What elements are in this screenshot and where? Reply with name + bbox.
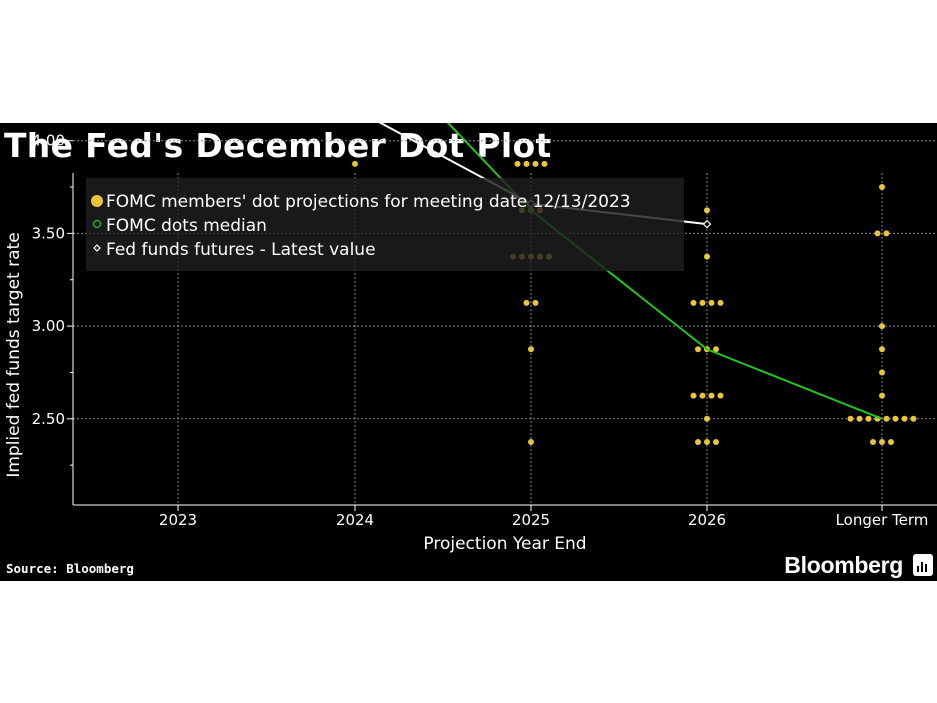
fomc-dot — [690, 299, 697, 306]
fomc-dot — [717, 392, 724, 399]
fomc-dot — [708, 392, 715, 399]
fomc-dot — [865, 415, 872, 422]
fomc-dot — [532, 299, 539, 306]
fomc-dot — [541, 160, 548, 167]
fomc-dot — [704, 253, 710, 260]
x-tick-label: 2023 — [159, 511, 197, 529]
fomc-dot — [879, 346, 885, 353]
fomc-dot — [879, 184, 885, 191]
y-tick-label: 3.00 — [32, 317, 65, 335]
fomc-dot — [713, 346, 719, 353]
fomc-dot — [870, 438, 876, 445]
legend-futures-marker — [93, 244, 101, 252]
fomc-dot — [879, 438, 885, 445]
fomc-dot — [704, 415, 710, 422]
fomc-dot — [888, 438, 894, 445]
fomc-dot — [879, 323, 885, 330]
futures-marker — [702, 219, 712, 229]
fomc-dot — [874, 230, 881, 237]
fomc-dot — [704, 438, 710, 445]
fomc-dot — [910, 415, 917, 422]
fomc-dot — [523, 160, 530, 167]
x-tick-label: 2026 — [688, 511, 726, 529]
fomc-dot — [695, 346, 701, 353]
fomc-dot — [713, 438, 719, 445]
fomc-dot — [883, 230, 890, 237]
fomc-dot — [695, 438, 701, 445]
fomc-dot — [532, 160, 539, 167]
fomc-dot — [514, 160, 521, 167]
chart-title: The Fed's December Dot Plot — [4, 126, 552, 165]
bloomberg-logo: Bloomberg — [784, 552, 903, 578]
fomc-dot — [528, 346, 534, 353]
fomc-dot — [528, 438, 534, 445]
legend-dot-marker — [91, 195, 103, 207]
dot-plot-chart: 2.503.003.504.004.505.005.50202320242025… — [4, 123, 937, 554]
x-tick-label: 2025 — [512, 511, 550, 529]
fomc-dot — [704, 207, 710, 214]
fomc-dot — [892, 415, 899, 422]
y-tick-label: 4.00 — [32, 132, 65, 150]
x-axis-label: Projection Year End — [423, 534, 586, 554]
bloomberg-chart-icon — [913, 554, 933, 576]
fomc-dot — [901, 415, 908, 422]
fomc-dot — [708, 299, 715, 306]
fomc-dot — [879, 392, 885, 399]
x-tick-label: Longer Term — [836, 511, 929, 529]
source-note: Source: Bloomberg — [6, 561, 134, 576]
chart-panel: The Fed's December Dot Plot 2.50 3.00 3.50… — [0, 123, 937, 581]
legend-box — [86, 178, 684, 271]
y-axis-label: Implied fed funds target rate — [4, 232, 24, 477]
fomc-dot — [856, 415, 863, 422]
y-tick-label: 3.50 — [32, 224, 65, 242]
fomc-dot — [717, 299, 724, 306]
fomc-dot — [699, 392, 706, 399]
fomc-dot — [352, 160, 358, 167]
y-tick-label: 2.50 — [32, 410, 65, 428]
fomc-dot — [690, 392, 697, 399]
legend-median-marker — [92, 219, 102, 229]
x-tick-label: 2024 — [336, 511, 374, 529]
fomc-dot — [883, 415, 890, 422]
fomc-dot — [523, 299, 530, 306]
legend-label: FOMC members' dot projections for meetin… — [106, 192, 631, 212]
legend-label: Fed funds futures - Latest value — [106, 240, 376, 260]
fomc-dot — [699, 299, 706, 306]
legend-label: FOMC dots median — [106, 216, 267, 236]
fomc-dot — [879, 369, 885, 376]
fomc-dot — [847, 415, 854, 422]
